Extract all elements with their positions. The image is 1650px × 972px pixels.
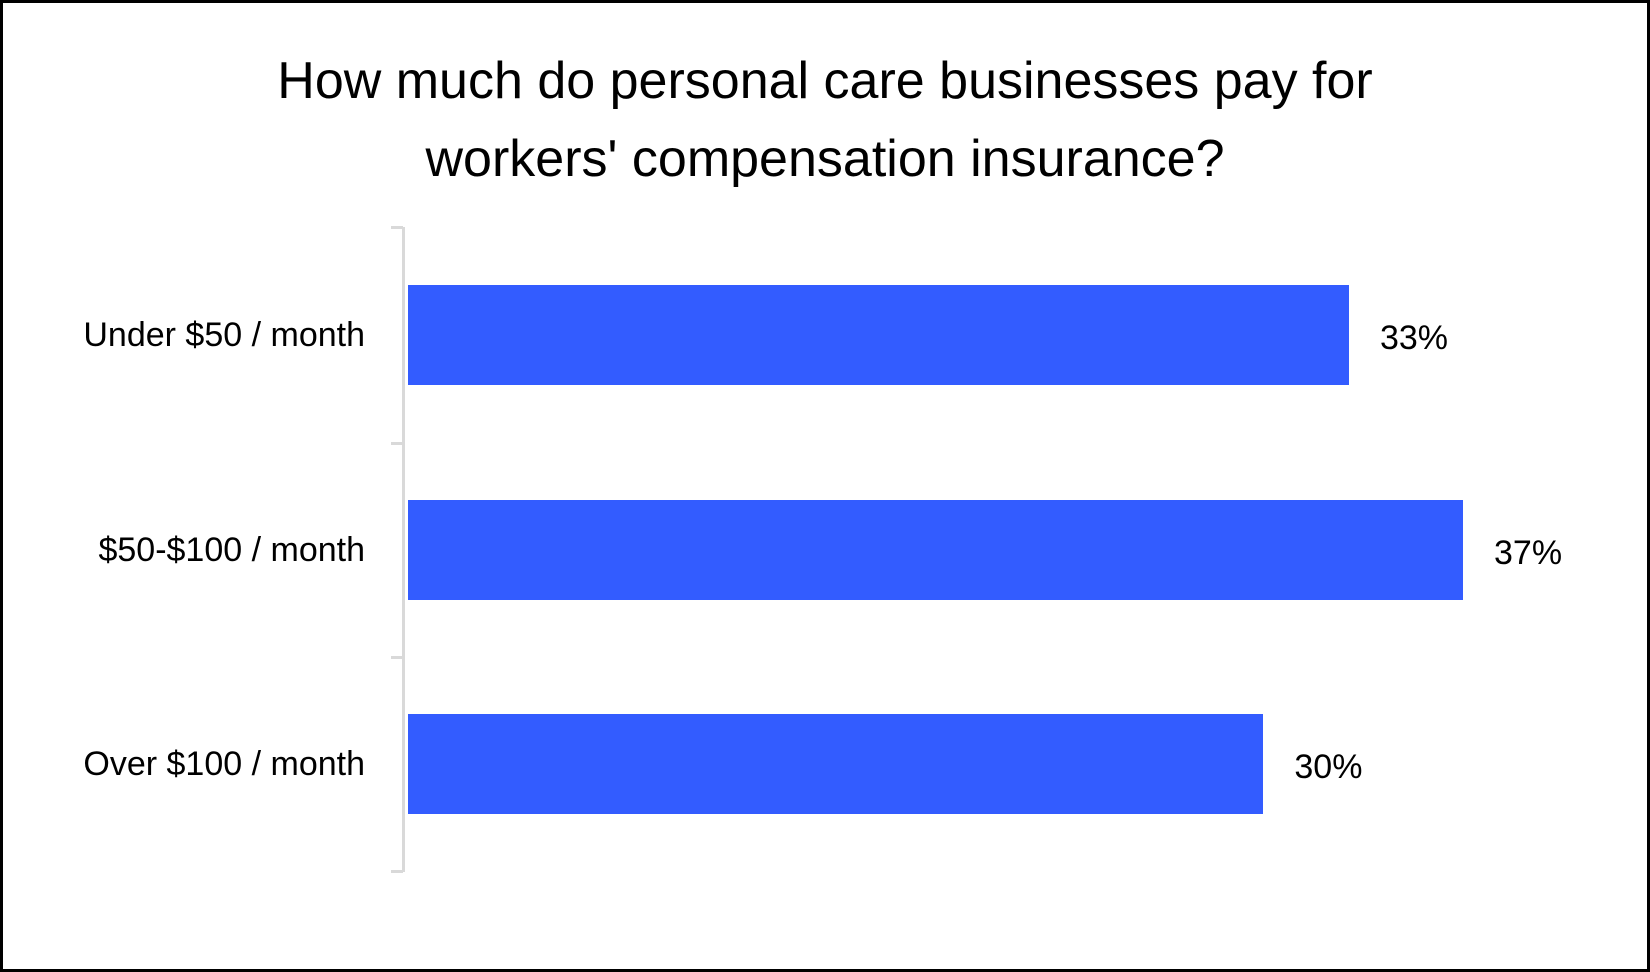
bar — [408, 500, 1463, 600]
category-label: Under $50 / month — [83, 316, 365, 354]
y-axis-tick — [391, 226, 403, 229]
chart-title: How much do personal care businesses pay… — [0, 42, 1650, 198]
value-label: 30% — [1294, 748, 1363, 786]
chart-title-line-2: workers' compensation insurance? — [425, 130, 1225, 188]
value-label: 33% — [1379, 319, 1448, 357]
y-axis-line — [402, 227, 405, 872]
y-axis-tick — [391, 870, 403, 873]
bar — [408, 285, 1349, 385]
y-axis-tick — [391, 656, 403, 659]
y-axis-tick — [391, 442, 403, 445]
value-label: 37% — [1494, 534, 1563, 572]
category-label: $50-$100 / month — [98, 531, 365, 569]
chart-title-line-1: How much do personal care businesses pay… — [277, 52, 1373, 110]
bar — [408, 714, 1264, 814]
category-label: Over $100 / month — [83, 745, 365, 783]
